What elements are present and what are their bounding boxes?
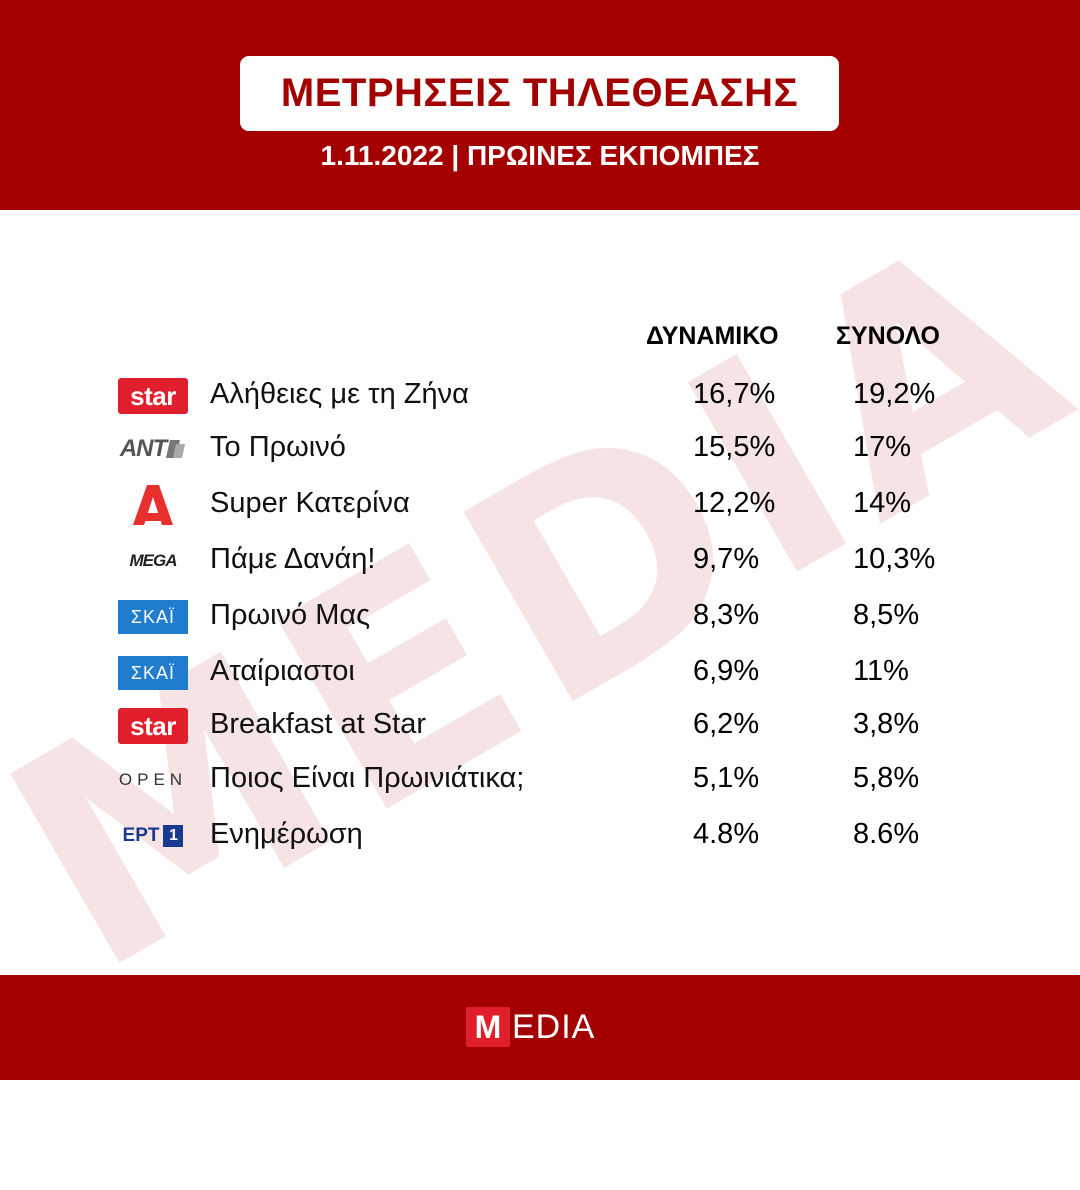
show-name: Ποιος Είναι Πρωινιάτικα; [210,762,525,794]
dynamic-value: 8,3% [693,599,760,631]
dynamic-value: 6,9% [693,655,760,687]
skai-logo: ΣΚΑΪ [117,597,189,637]
show-name: Πάμε Δανάη! [210,543,376,575]
dynamic-value: 16,7% [693,378,776,410]
total-value: 8.6% [853,818,920,850]
show-name: Αταίριαστοι [210,655,355,687]
ant1-logo: ANT [117,429,189,469]
show-name: Αλήθειες με τη Ζήνα [210,378,469,410]
table-row: ΕΡΤ 1 Ενημέρωση 4.8% 8.6% [0,808,1080,864]
total-value: 19,2% [853,378,936,410]
media-logo: M EDIA [466,1007,595,1047]
total-value: 3,8% [853,708,920,740]
ert1-logo: ΕΡΤ 1 [117,816,189,856]
table-row: ΣΚΑΪ Πρωινό Μας 8,3% 8,5% [0,589,1080,645]
dynamic-value: 6,2% [693,708,760,740]
total-value: 17% [853,431,912,463]
total-value: 5,8% [853,762,920,794]
dynamic-value: 9,7% [693,543,760,575]
dynamic-value: 5,1% [693,762,760,794]
total-value: 8,5% [853,599,920,631]
star-logo: star [117,706,189,746]
table-row: MEGA Πάμε Δανάη! 9,7% 10,3% [0,533,1080,589]
show-name: Το Πρωινό [210,431,346,463]
dynamic-value: 15,5% [693,431,776,463]
dynamic-value: 12,2% [693,487,776,519]
table-row: Super Κατερίνα 12,2% 14% [0,477,1080,533]
show-name: Πρωινό Μας [210,599,371,631]
star-logo: star [117,376,189,416]
open-logo: OPEN [118,770,188,789]
show-name: Super Κατερίνα [210,487,410,519]
show-name: Ενημέρωση [210,818,363,850]
column-header-total: ΣΥΝΟΛΟ [836,322,940,350]
title-box: ΜΕΤΡΗΣΕΙΣ ΤΗΛΕΘΕΑΣΗΣ [240,56,839,131]
alpha-logo [117,485,189,525]
ant1-mark-icon [166,440,186,458]
table-row: star Breakfast at Star 6,2% 3,8% [0,698,1080,754]
total-value: 14% [853,487,912,519]
page-title: ΜΕΤΡΗΣΕΙΣ ΤΗΛΕΘΕΑΣΗΣ [280,71,799,115]
table-row: ΣΚΑΪ Αταίριαστοι 6,9% 11% [0,645,1080,701]
table-row: star Αλήθειες με τη Ζήνα 16,7% 19,2% [0,368,1080,424]
column-header-dynamic: ΔΥΝΑΜΙΚΟ [646,322,779,350]
footer-banner [0,975,1080,1080]
total-value: 11% [853,655,909,687]
table-row: ANT Το Πρωινό 15,5% 17% [0,421,1080,477]
skai-logo: ΣΚΑΪ [117,653,189,693]
mega-logo: MEGA [129,551,178,570]
show-name: Breakfast at Star [210,708,426,740]
alpha-icon [133,485,173,525]
dynamic-value: 4.8% [693,818,760,850]
header-banner: ΜΕΤΡΗΣΕΙΣ ΤΗΛΕΘΕΑΣΗΣ 1.11.2022 | ΠΡΩΙΝΕΣ… [0,0,1080,210]
page-subtitle: 1.11.2022 | ΠΡΩΙΝΕΣ ΕΚΠΟΜΠΕΣ [320,140,760,171]
total-value: 10,3% [853,543,936,575]
table-row: OPEN Ποιος Είναι Πρωινιάτικα; 5,1% 5,8% [0,752,1080,808]
